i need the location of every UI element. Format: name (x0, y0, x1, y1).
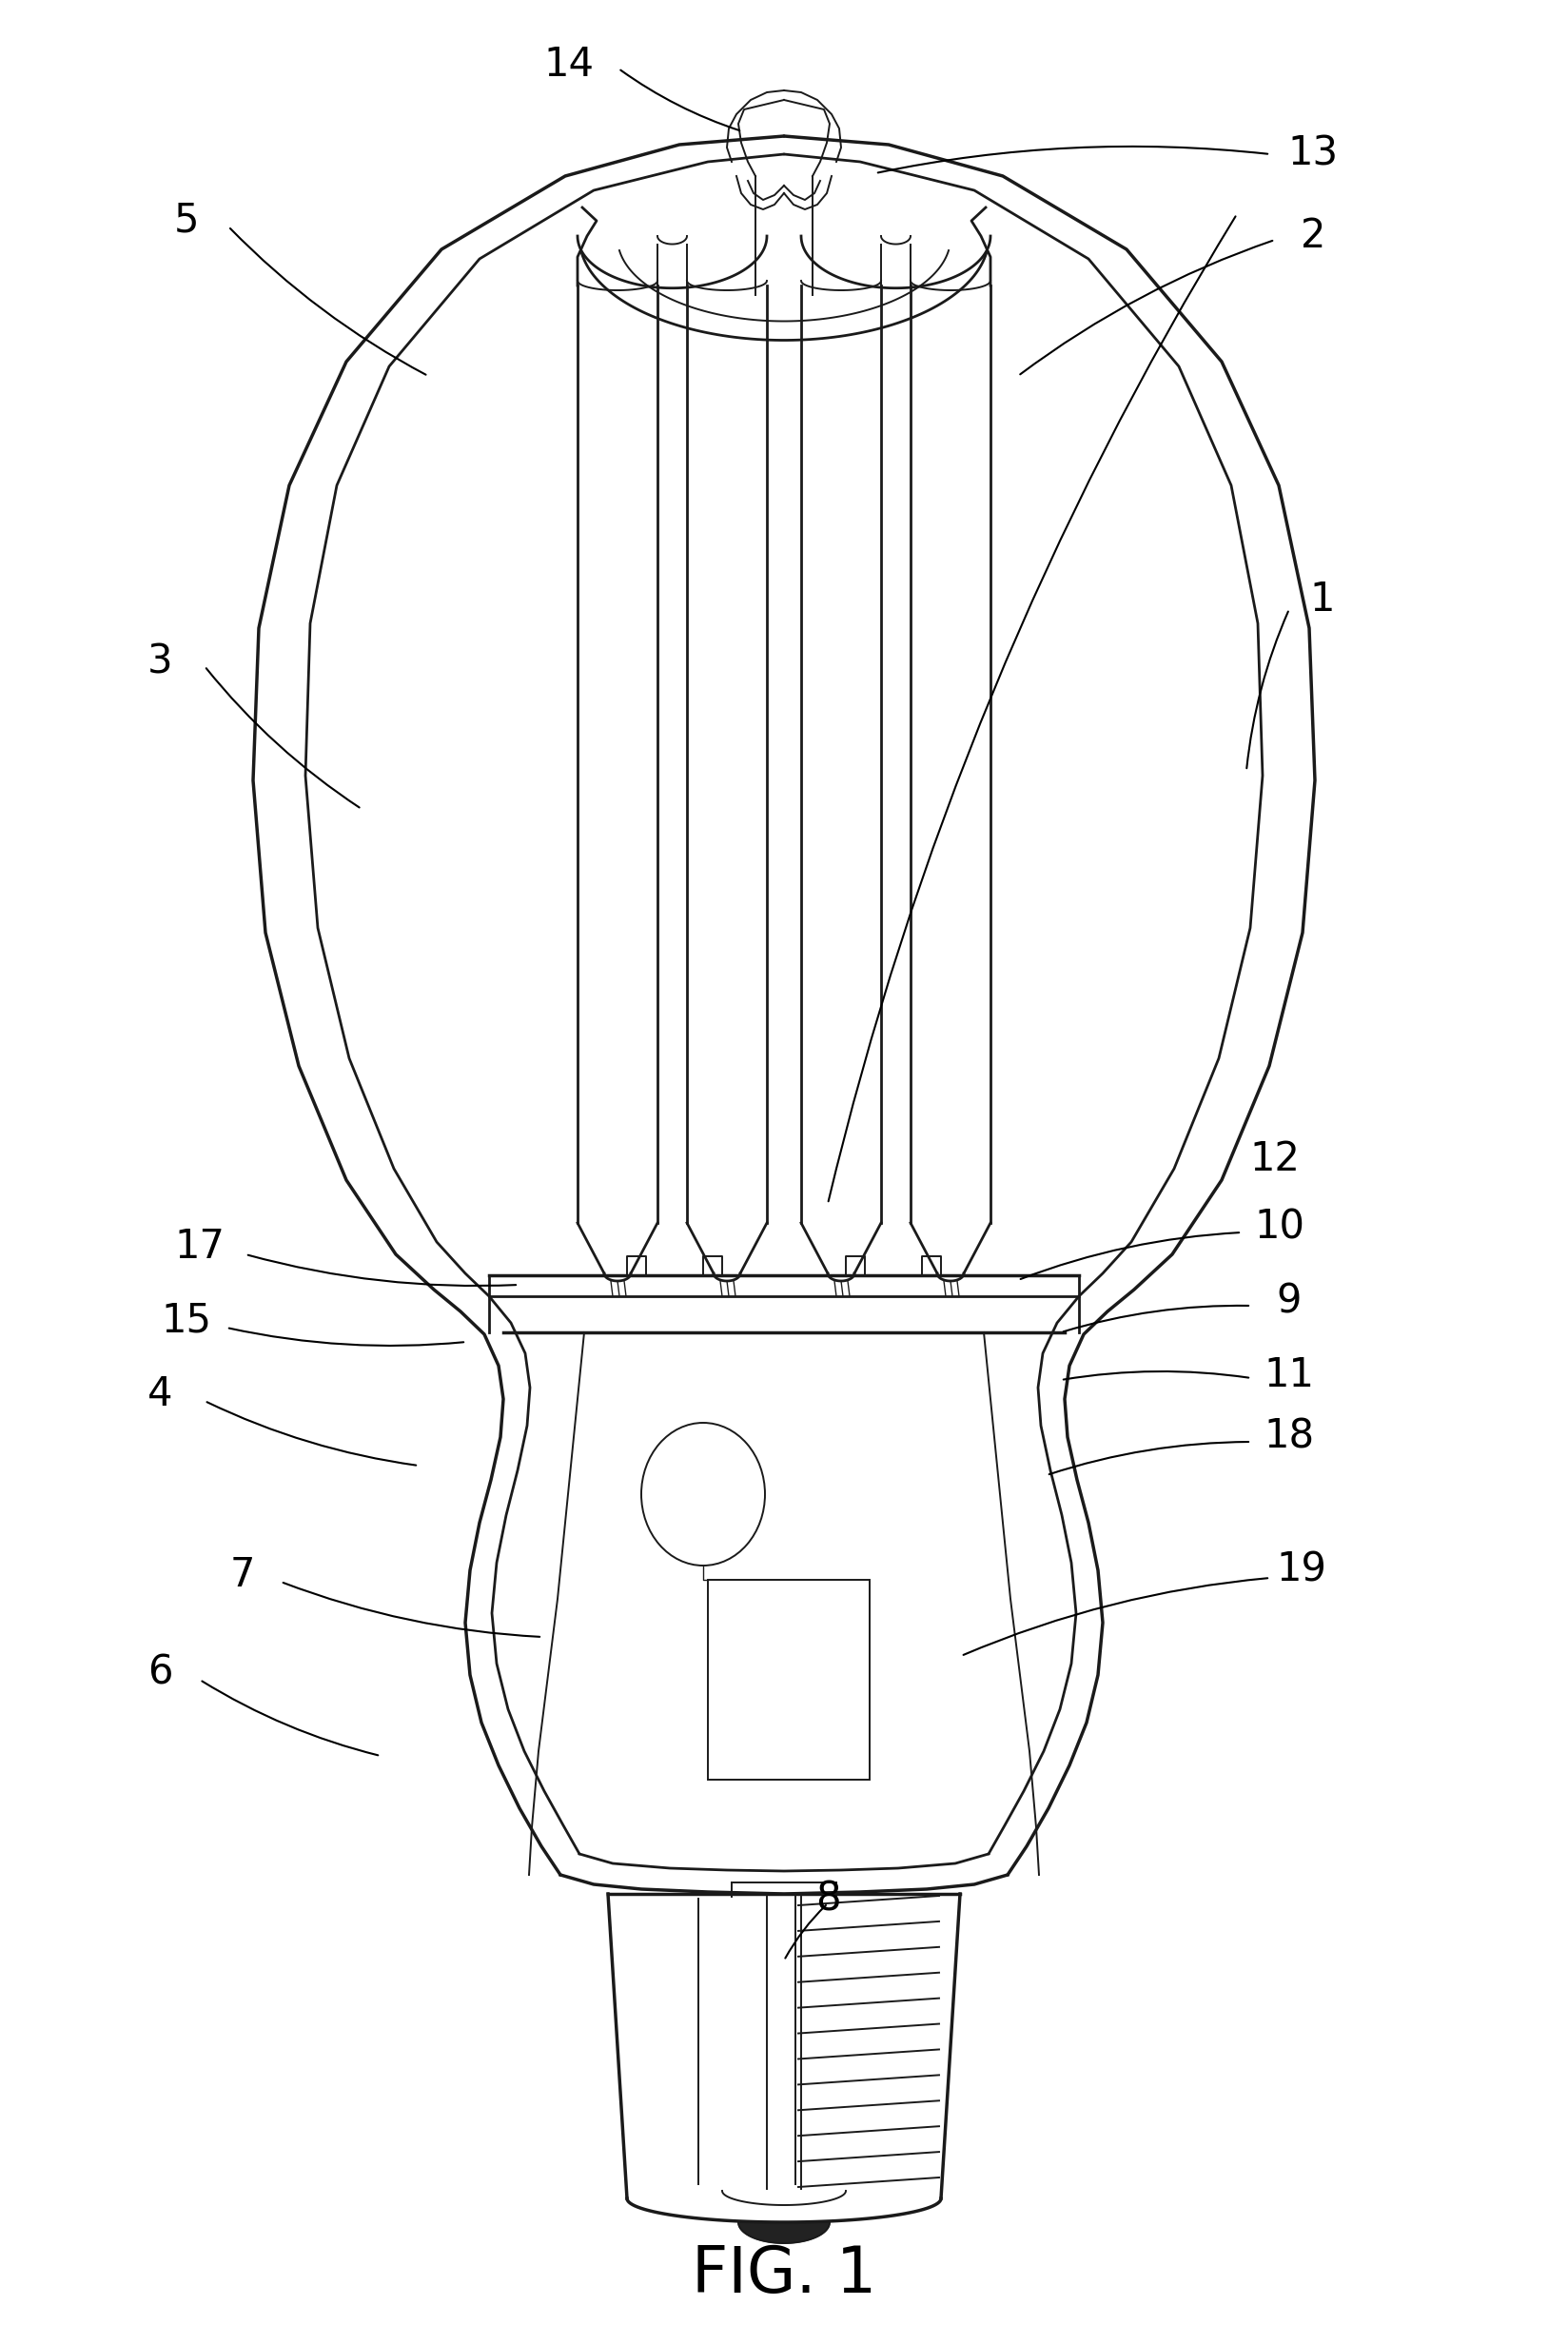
Text: 5: 5 (174, 200, 199, 242)
Text: 4: 4 (147, 1374, 172, 1414)
Bar (707, 1579, 870, 1779)
Text: 3: 3 (147, 642, 172, 681)
Polygon shape (739, 2223, 829, 2244)
Text: 15: 15 (162, 1302, 212, 1342)
Text: 10: 10 (1254, 1207, 1305, 1249)
Text: 9: 9 (1276, 1281, 1301, 1323)
Text: 11: 11 (1264, 1355, 1314, 1395)
Text: 6: 6 (147, 1653, 172, 1693)
Text: 1: 1 (1309, 579, 1334, 618)
Text: FIG. 1: FIG. 1 (691, 2244, 877, 2306)
Text: 14: 14 (544, 44, 594, 84)
Text: 19: 19 (1276, 1551, 1327, 1590)
Text: 18: 18 (1264, 1416, 1314, 1458)
Text: 8: 8 (815, 1879, 840, 1918)
Ellipse shape (641, 1423, 765, 1565)
Text: 2: 2 (1300, 216, 1325, 256)
Text: 7: 7 (230, 1555, 256, 1595)
Text: 17: 17 (174, 1228, 224, 1267)
Text: 12: 12 (1250, 1139, 1300, 1179)
Text: 13: 13 (1287, 135, 1338, 174)
